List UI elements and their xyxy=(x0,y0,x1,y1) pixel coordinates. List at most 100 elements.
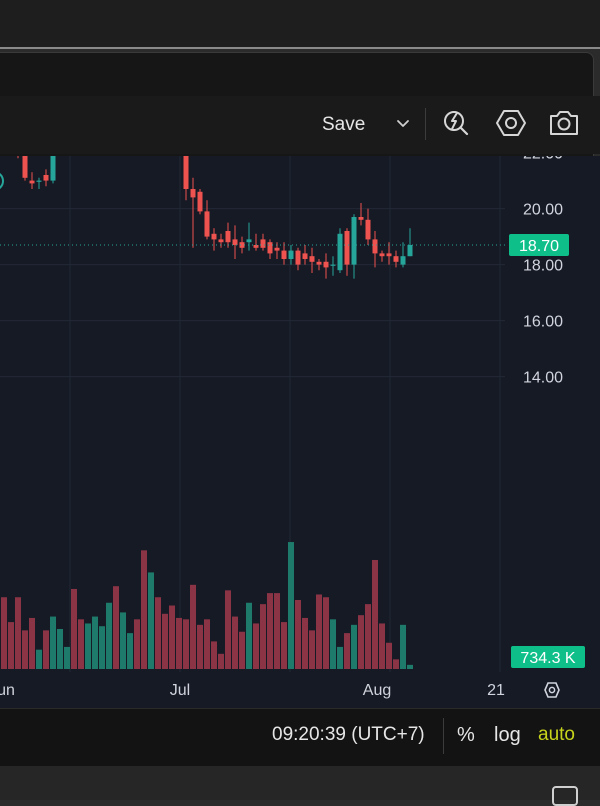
volume-bar xyxy=(400,624,406,669)
candle-body xyxy=(365,219,371,240)
volume-bar xyxy=(218,653,224,669)
volume-bar xyxy=(155,597,161,669)
volume-bar xyxy=(386,642,392,669)
legend-marker xyxy=(0,173,4,189)
volume-bar xyxy=(330,619,336,669)
candle-body xyxy=(309,256,315,262)
axis-settings-icon xyxy=(544,682,560,698)
volume-bar xyxy=(309,630,315,669)
y-axis-tick-label: 14.00 xyxy=(523,370,563,387)
volume-bar xyxy=(281,622,287,669)
toolbar-separator xyxy=(425,108,426,140)
volume-bar xyxy=(407,664,413,669)
last-volume-badge xyxy=(511,646,585,668)
axis-settings-icon-center xyxy=(548,686,556,694)
x-axis-tick-label: un xyxy=(0,682,15,699)
volume-bar xyxy=(358,615,364,669)
volume-bar xyxy=(351,624,357,669)
volume-bar xyxy=(85,623,91,669)
candle-body xyxy=(239,242,245,248)
volume-bar xyxy=(162,613,168,669)
volume-bar xyxy=(225,590,231,669)
volume-bar xyxy=(1,597,7,669)
x-axis-tick-label: Aug xyxy=(363,682,391,699)
volume-bar xyxy=(15,597,21,669)
volume-bar xyxy=(253,623,259,669)
candle-body xyxy=(246,239,252,243)
volume-bar xyxy=(148,572,154,669)
volume-bar xyxy=(211,641,217,669)
chart-toolbar xyxy=(0,96,600,154)
last-volume-label: 734.3 K xyxy=(520,650,575,667)
volume-bar xyxy=(36,649,42,669)
window-top-strip xyxy=(0,0,600,47)
candle-body xyxy=(274,247,280,251)
last-price-label: 18.70 xyxy=(519,238,559,255)
y-axis-tick-label: 20.00 xyxy=(523,202,563,219)
volume-bar xyxy=(260,604,266,669)
volume-bar xyxy=(113,586,119,669)
volume-bar xyxy=(183,619,189,669)
volume-bar xyxy=(50,616,56,669)
candle-body xyxy=(295,250,301,265)
volume-bar xyxy=(344,633,350,669)
candle-body xyxy=(267,242,273,254)
bottom-separator xyxy=(443,718,444,754)
settings-hexagon-icon[interactable] xyxy=(494,106,528,140)
x-axis-tick-label: Jul xyxy=(170,682,190,699)
volume-bar xyxy=(141,550,147,669)
candle-body xyxy=(386,253,392,257)
candle-body xyxy=(351,217,357,265)
candlestick-chart[interactable]: 14.0016.0018.0020.0022.0024.0026.0028.00… xyxy=(0,0,600,708)
upload-icon[interactable] xyxy=(552,786,578,806)
volume-bar xyxy=(197,624,203,669)
volume-bar xyxy=(267,593,273,669)
volume-bar xyxy=(372,559,378,669)
y-axis-tick-label: 16.00 xyxy=(523,314,563,331)
volume-bar xyxy=(29,617,35,669)
percent-scale-toggle[interactable]: % xyxy=(457,724,475,746)
volume-bar xyxy=(337,646,343,669)
volume-bar xyxy=(127,633,133,669)
candle-body xyxy=(50,124,56,181)
volume-bar xyxy=(99,626,105,669)
volume-bar xyxy=(57,628,63,669)
volume-bar xyxy=(379,623,385,669)
camera-icon[interactable] xyxy=(547,106,581,140)
candle-body xyxy=(379,253,385,257)
volume-bar xyxy=(106,602,112,669)
candle-body xyxy=(190,189,196,198)
y-axis-tick-label: 18.00 xyxy=(523,258,563,275)
candle-body xyxy=(330,264,336,266)
candle-body xyxy=(372,239,378,254)
volume-bar xyxy=(176,617,182,669)
candle-body xyxy=(211,233,217,240)
candle-body xyxy=(337,233,343,271)
candle-body xyxy=(232,239,238,245)
x-axis-tick-label: 21 xyxy=(487,682,505,699)
volume-bar xyxy=(71,588,77,669)
candle-body xyxy=(253,245,259,248)
log-scale-toggle[interactable]: log xyxy=(494,724,521,746)
candle-body xyxy=(29,180,35,184)
chevron-down-icon[interactable] xyxy=(392,113,414,135)
candle-body xyxy=(288,250,294,259)
last-price-badge xyxy=(509,234,569,256)
clock-timezone[interactable]: 09:20:39 (UTC+7) xyxy=(272,724,425,745)
volume-bar xyxy=(232,616,238,669)
quick-search-icon[interactable] xyxy=(440,106,474,140)
volume-bar xyxy=(274,593,280,669)
auto-scale-toggle[interactable]: auto xyxy=(538,724,575,745)
volume-bar xyxy=(92,616,98,669)
candle-body xyxy=(344,231,350,265)
volume-bar xyxy=(316,594,322,669)
save-button[interactable]: Save xyxy=(322,114,366,135)
volume-bar xyxy=(393,659,399,669)
volume-bar xyxy=(43,630,49,669)
volume-bar xyxy=(190,584,196,669)
candle-body xyxy=(400,256,406,265)
window-divider xyxy=(0,47,600,49)
volume-bar xyxy=(120,612,126,669)
chart-area[interactable]: 14.0016.0018.0020.0022.0024.0026.0028.00… xyxy=(0,0,600,708)
volume-bar xyxy=(134,619,140,669)
